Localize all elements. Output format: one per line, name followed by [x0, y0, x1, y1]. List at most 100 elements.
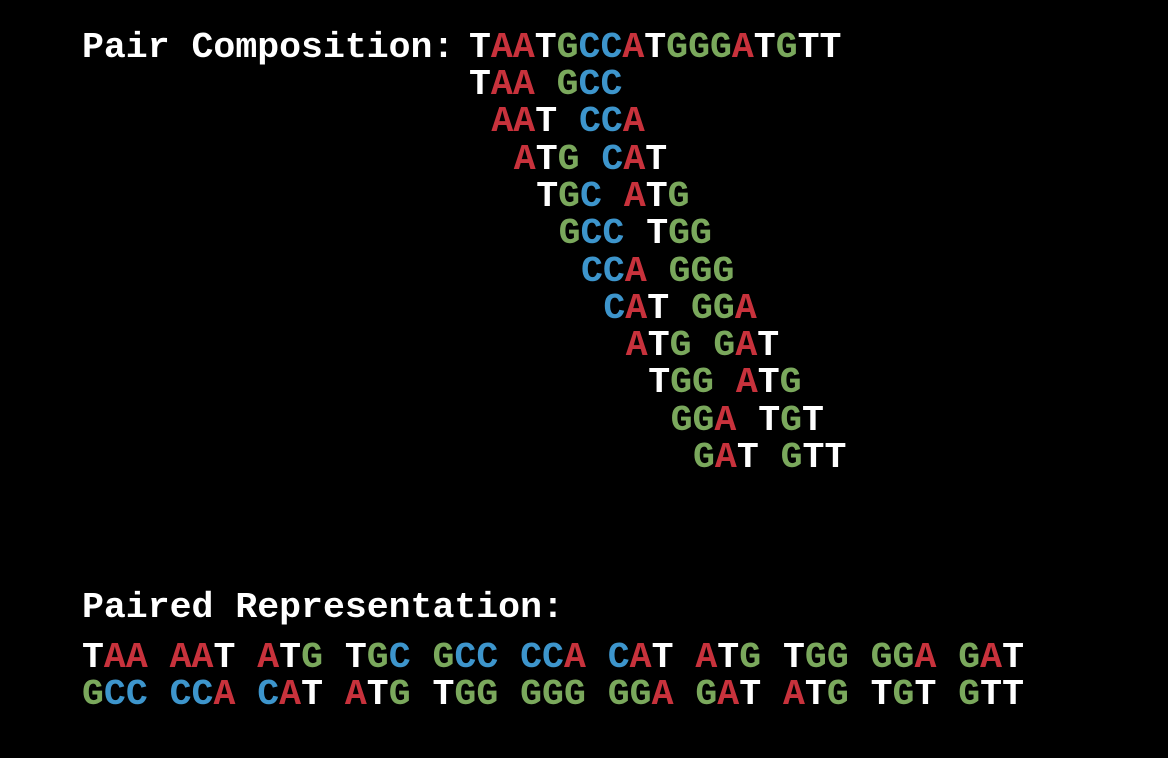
spacer — [692, 325, 714, 366]
nucleotide-T: T — [802, 437, 825, 478]
nucleotide-G: G — [366, 637, 389, 678]
nucleotide-T: T — [534, 27, 557, 68]
kmer: GTT — [958, 674, 1024, 715]
nucleotide-T: T — [366, 674, 389, 715]
nucleotide-G: G — [607, 674, 630, 715]
nucleotide-T: T — [758, 399, 781, 441]
nucleotide-A: A — [169, 637, 192, 678]
pair-row: ATG GAT — [626, 325, 779, 367]
nucleotide-C: C — [191, 674, 214, 715]
pair-second-kmer: TGT — [758, 400, 824, 441]
pair-second-kmer: CCA — [579, 101, 645, 142]
nucleotide-G: G — [739, 637, 762, 678]
nucleotide-T: T — [279, 637, 302, 678]
nucleotide-T: T — [432, 674, 455, 715]
pair-first-kmer: ATG — [626, 325, 692, 366]
nucleotide-A: A — [717, 674, 740, 715]
nucleotide-G: G — [557, 138, 580, 180]
nucleotide-T: T — [82, 637, 104, 678]
nucleotide-T: T — [644, 27, 667, 68]
nucleotide-A: A — [625, 287, 648, 329]
nucleotide-C: C — [607, 637, 630, 678]
nucleotide-G: G — [556, 64, 579, 105]
spacer — [624, 213, 646, 254]
nucleotide-A: A — [279, 674, 302, 715]
nucleotide-T: T — [647, 325, 670, 367]
nucleotide-A: A — [714, 437, 737, 478]
nucleotide-G: G — [692, 399, 715, 441]
nucleotide-T: T — [739, 674, 762, 715]
nucleotide-G: G — [958, 674, 981, 715]
nucleotide-A: A — [563, 637, 586, 678]
nucleotide-C: C — [600, 101, 623, 143]
spacer — [498, 637, 520, 678]
nucleotide-G: G — [892, 674, 915, 715]
nucleotide-A: A — [623, 138, 646, 180]
kmer: GAT — [695, 674, 761, 715]
pair-first-kmer: ATG — [514, 139, 580, 180]
nucleotide-G: G — [476, 674, 499, 715]
nucleotide-A: A — [213, 674, 236, 715]
nucleotide-T: T — [783, 637, 805, 678]
nucleotide-G: G — [666, 27, 689, 68]
nucleotide-A: A — [512, 64, 535, 105]
nucleotide-A: A — [735, 325, 758, 367]
spacer — [148, 674, 170, 715]
nucleotide-G: G — [712, 287, 735, 329]
nucleotide-C: C — [125, 674, 148, 715]
nucleotide-A: A — [491, 101, 514, 143]
spacer — [235, 674, 257, 715]
nucleotide-T: T — [213, 637, 236, 678]
nucleotide-T: T — [648, 362, 671, 404]
nucleotide-T: T — [646, 213, 669, 255]
nucleotide-A: A — [651, 674, 674, 715]
nucleotide-A: A — [914, 637, 937, 678]
pair-row: GGA TGT — [671, 399, 824, 441]
pair-first-kmer: TGC — [536, 176, 602, 217]
nucleotide-C: C — [454, 637, 477, 678]
nucleotide-C: C — [600, 64, 623, 105]
pair-first-kmer: GCC — [559, 213, 625, 254]
nucleotide-T: T — [469, 27, 491, 68]
nucleotide-C: C — [580, 213, 603, 255]
nucleotide-G: G — [301, 637, 323, 678]
nucleotide-G: G — [558, 175, 580, 217]
nucleotide-A: A — [257, 637, 280, 678]
nucleotide-G: G — [556, 27, 579, 68]
paired-representation-top-row: TAA AAT ATG TGC GCC CCA CAT ATG TGG GGA … — [82, 637, 1024, 678]
nucleotide-T: T — [535, 138, 558, 180]
pair-second-kmer: GGA — [691, 288, 757, 329]
nucleotide-A: A — [625, 325, 648, 367]
nucleotide-T: T — [1002, 637, 1024, 678]
nucleotide-C: C — [600, 27, 623, 68]
nucleotide-C: C — [602, 213, 625, 255]
pair-row: CAT GGA — [603, 287, 757, 329]
spacer — [148, 637, 170, 678]
nucleotide-G: G — [709, 27, 732, 68]
nucleotide-G: G — [775, 27, 798, 68]
nucleotide-G: G — [542, 674, 564, 715]
kmer: GGA — [871, 637, 937, 678]
nucleotide-T: T — [914, 674, 937, 715]
nucleotide-C: C — [578, 64, 601, 105]
nucleotide-C: C — [580, 175, 602, 217]
nucleotide-A: A — [125, 637, 148, 678]
nucleotide-T: T — [645, 175, 668, 217]
nucleotide-A: A — [629, 637, 652, 678]
nucleotide-A: A — [695, 637, 718, 678]
nucleotide-C: C — [476, 637, 499, 678]
nucleotide-G: G — [892, 637, 915, 678]
pair-first-kmer: GAT — [693, 437, 759, 478]
kmer: ATG — [695, 637, 761, 678]
nucleotide-T: T — [647, 287, 670, 329]
nucleotide-C: C — [542, 637, 564, 678]
kmer: TAA — [82, 637, 148, 678]
nucleotide-A: A — [512, 27, 535, 68]
nucleotide-G: G — [695, 674, 718, 715]
nucleotide-A: A — [622, 27, 645, 68]
spacer — [936, 674, 958, 715]
nucleotide-T: T — [469, 64, 491, 105]
nucleotide-A: A — [513, 138, 536, 180]
nucleotide-G: G — [669, 325, 692, 367]
kmer: ATG — [345, 674, 411, 715]
